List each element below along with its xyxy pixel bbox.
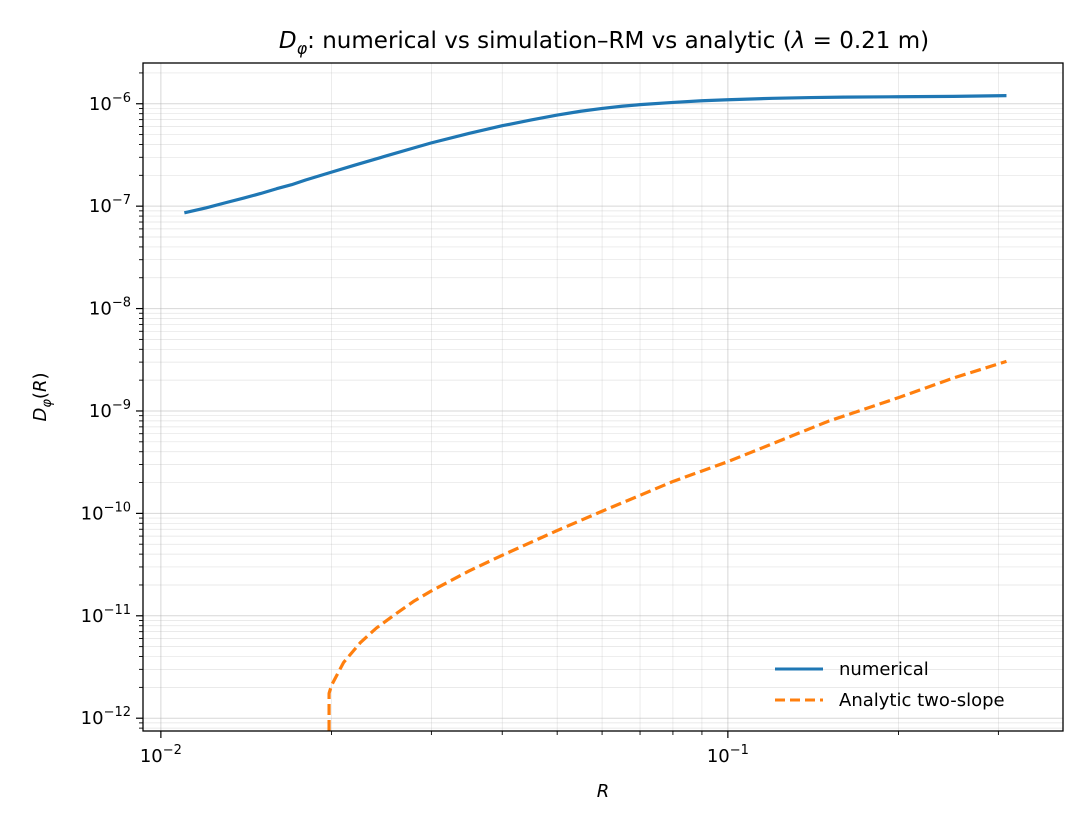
y-axis-label: Dφ(R) bbox=[30, 372, 55, 421]
y-tick-label: 10−12 bbox=[81, 705, 131, 729]
y-tick-label: 10−6 bbox=[89, 91, 131, 115]
series-layer bbox=[183, 94, 1007, 731]
y-tick-label: 10−10 bbox=[81, 500, 131, 524]
plot-frame bbox=[142, 62, 1064, 732]
y-tick-label: 10−11 bbox=[81, 603, 131, 627]
legend-label-numerical: numerical bbox=[839, 659, 929, 680]
svg-text:Dφ(R): Dφ(R) bbox=[30, 372, 55, 421]
series-line-analytic-two-slope bbox=[327, 359, 1007, 731]
y-tick-label: 10−9 bbox=[89, 398, 131, 422]
y-tick-label: 10−8 bbox=[89, 296, 131, 320]
grid-minor bbox=[143, 63, 1063, 731]
x-tick-label: 10−1 bbox=[707, 743, 749, 767]
grid-major bbox=[143, 63, 1063, 731]
legend-label-analytic: Analytic two-slope bbox=[839, 690, 1005, 711]
series-line-numerical bbox=[183, 94, 1007, 215]
x-axis-label: R bbox=[597, 781, 610, 802]
x-tick-label: 10−2 bbox=[140, 743, 182, 767]
y-axis-ticks: 10−12 10−11 10−10 10−9 10−8 10−7 10−6 bbox=[81, 72, 143, 729]
legend: numerical Analytic two-slope bbox=[775, 659, 1005, 711]
y-tick-label: 10−7 bbox=[89, 193, 131, 217]
x-axis-ticks: 10−2 10−1 bbox=[140, 731, 999, 767]
chart-title: Dφ: numerical vs simulation–RM vs analyt… bbox=[279, 28, 929, 58]
